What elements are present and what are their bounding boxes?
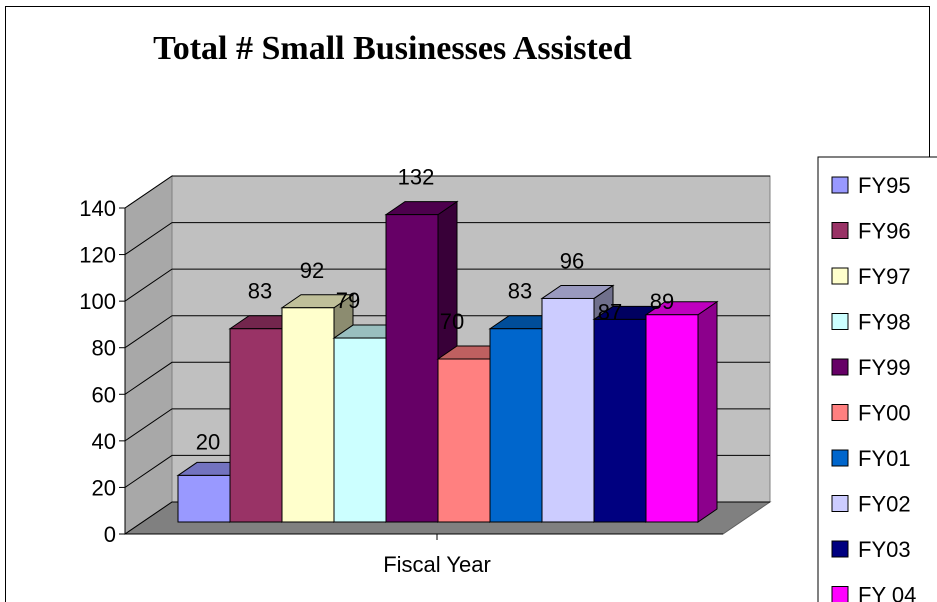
y-tick-label: 40 [92,429,116,454]
gridline [124,222,770,255]
legend-item: FY 04 [831,583,916,602]
data-label: 79 [336,288,360,313]
legend-label: FY96 [858,219,911,244]
bars [176,200,719,523]
y-tick-label: 120 [79,243,116,268]
y-tick-label: 60 [92,382,116,407]
legend-swatch [831,404,849,421]
side-wall [124,175,173,535]
y-tick-label: 80 [92,336,116,361]
legend-label: FY99 [858,355,911,380]
bar-front [437,358,491,523]
legend-swatch [831,313,849,330]
bar-front [593,318,647,523]
legend-label: FY 04 [858,583,916,602]
legend-swatch [831,222,849,239]
data-label: 89 [650,289,674,314]
legend-item: FY95 [831,173,911,198]
legend-item: FY01 [831,446,911,471]
legend-item: FY02 [831,492,911,517]
legend-item: FY03 [831,537,911,562]
gridline [124,175,770,209]
bar-front [177,474,231,523]
data-label: 96 [560,248,584,273]
data-label: 83 [248,279,272,304]
data-labels: 20 83 92 79 132 70 83 96 87 89 [196,165,674,455]
legend: FY95 FY96 FY97 FY98 FY99 FY00 FY01 FY02 FY03 FY 0… [817,156,937,602]
bar-front [541,297,595,523]
legend-label: FY00 [858,401,911,426]
data-label: 70 [440,309,464,334]
legend-swatch [831,495,849,512]
legend-item: FY96 [831,219,911,244]
data-label: 20 [196,429,220,454]
legend-item: FY98 [831,310,911,335]
legend-label: FY03 [858,537,911,562]
data-label: 132 [398,165,435,190]
x-axis-label: Fiscal Year [383,552,491,577]
y-tick-label: 0 [104,522,116,547]
data-label: 87 [598,299,622,324]
legend-label: FY95 [858,173,911,198]
bar-front [229,328,283,523]
legend-swatch [831,358,849,376]
y-tick-label: 20 [92,475,116,500]
bar-side [697,300,718,523]
legend-item: FY00 [831,401,911,426]
bar-front [385,214,439,523]
y-tick-label: 100 [79,289,116,314]
legend-swatch [831,449,849,467]
bar-fy04 [644,300,719,523]
bar-front [645,314,699,523]
legend-swatch [831,540,849,558]
data-label: 92 [300,258,324,283]
legend-label: FY01 [858,446,911,471]
legend-item: FY99 [831,355,911,380]
legend-item: FY97 [831,264,911,289]
legend-swatch [831,586,849,602]
legend-swatch [831,267,849,285]
data-label: 83 [508,279,532,304]
legend-label: FY98 [858,310,911,335]
bar-front [489,328,543,523]
y-axis: 0 20 40 60 80 100 120 140 [79,196,723,547]
y-tick-label: 140 [79,196,116,221]
gridline [124,268,770,302]
bar-front [281,307,335,523]
legend-label: FY02 [858,492,911,517]
legend-label: FY97 [858,264,911,289]
bar-front [333,337,387,523]
legend-swatch [831,176,849,194]
chart-title: Total # Small Businesses Assisted [153,30,632,67]
